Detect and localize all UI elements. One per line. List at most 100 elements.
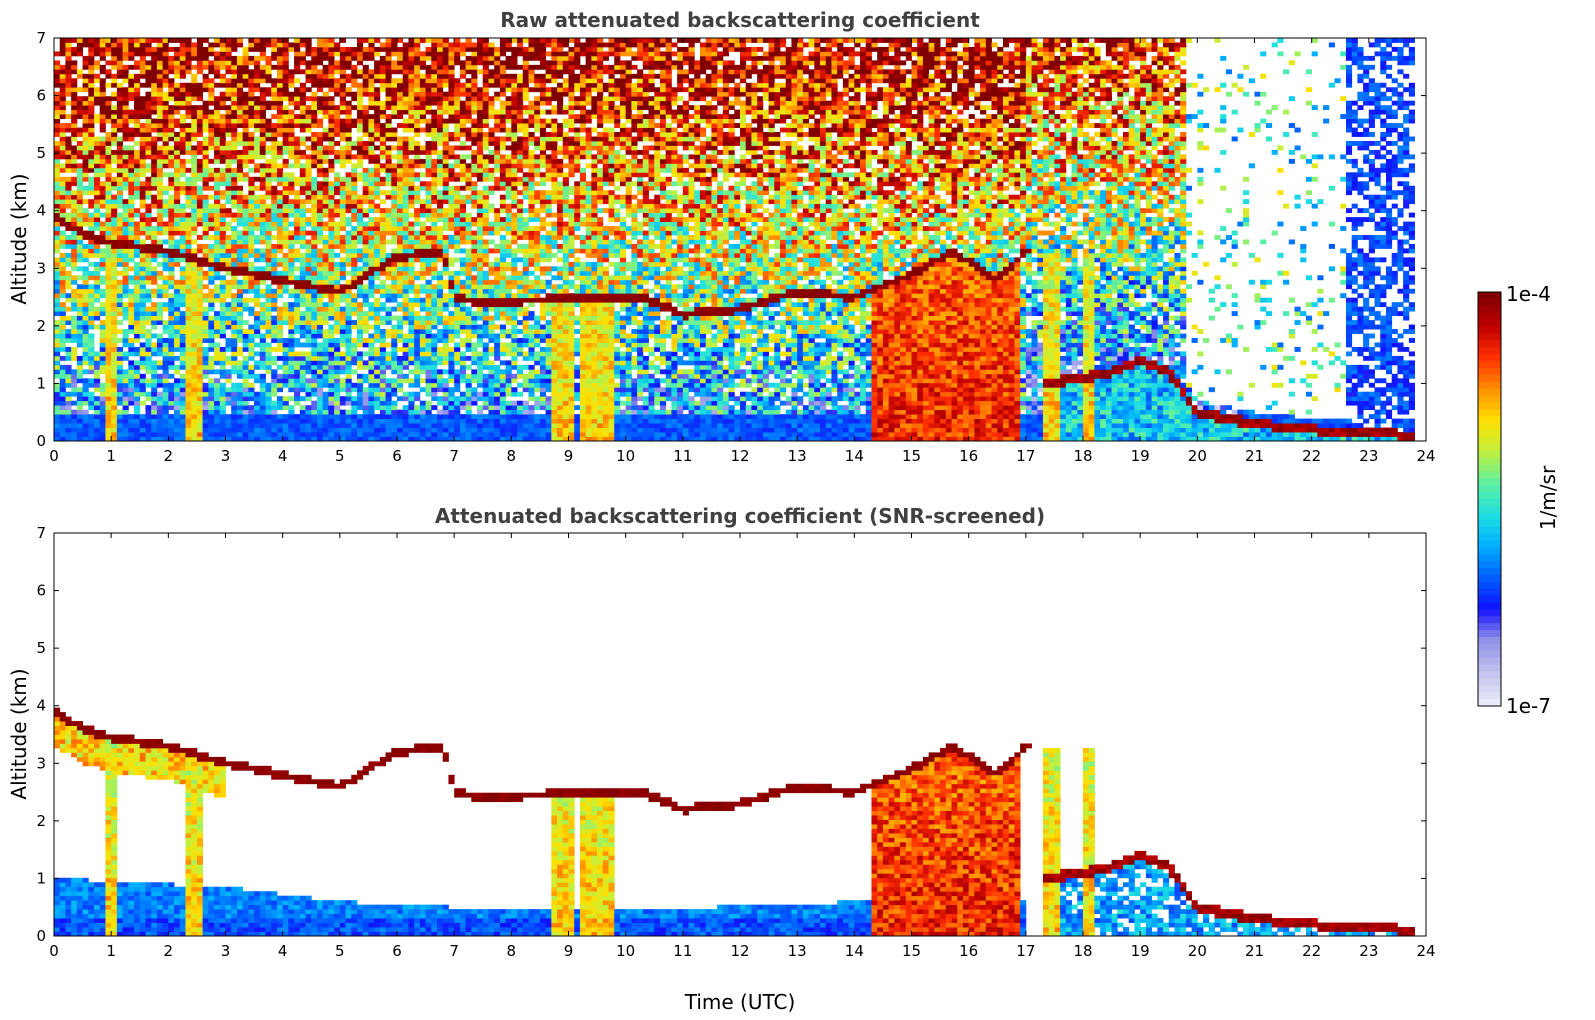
heatmap-cell [328,221,335,227]
heatmap-cell [65,55,72,61]
heatmap-cell [54,270,61,276]
heatmap-cell [105,270,112,276]
heatmap-cell [408,181,415,187]
heatmap-cell [242,226,249,231]
heatmap-cell [94,163,101,169]
heatmap-cell [356,136,364,142]
heatmap-cell [242,302,249,308]
heatmap-cell [145,432,152,437]
heatmap-cell [134,252,141,258]
heatmap-cell [362,181,369,187]
heatmap-cell [196,109,204,115]
heatmap-cell [414,373,421,379]
heatmap-cell [76,73,83,79]
heatmap-cell [282,226,289,231]
heatmap-cell [111,64,118,70]
heatmap-cell [311,387,318,393]
heatmap-cell [208,212,215,218]
heatmap-cell [196,427,204,433]
heatmap-cell [122,73,129,79]
heatmap-cell [248,346,255,352]
heatmap-cell [379,436,386,442]
heatmap-cell [71,302,78,308]
heatmap-cell [59,82,66,88]
heatmap-cell [242,123,249,128]
heatmap-cell [219,230,226,236]
heatmap-cell [339,199,346,205]
heatmap-cell [105,239,112,245]
heatmap-cell [196,387,204,393]
heatmap-cell [305,270,312,276]
heatmap-cell [219,154,226,160]
heatmap-cell [368,275,375,281]
heatmap-cell [139,297,146,303]
heatmap-cell [356,266,364,272]
heatmap-cell [374,288,381,294]
heatmap-cell [379,46,386,52]
heatmap-cell [231,364,238,370]
heatmap-cell [385,46,392,52]
heatmap-cell [59,64,66,70]
heatmap-cell [134,73,141,79]
heatmap-cell [299,55,306,61]
heatmap-cell [311,235,318,240]
heatmap-cell [397,123,404,128]
heatmap-cell [397,329,404,334]
heatmap-cell [134,405,141,411]
heatmap-cell [191,145,198,151]
heatmap-cell [385,423,392,428]
heatmap-cell [345,230,352,236]
heatmap-cell [391,355,398,361]
heatmap-cell [71,266,78,272]
heatmap-cell [82,279,89,285]
heatmap-cell [311,248,318,254]
heatmap-cell [305,387,312,393]
heatmap-cell [356,342,364,348]
heatmap-cell [305,87,312,93]
heatmap-cell [316,55,324,61]
heatmap-cell [265,190,272,196]
heatmap-cell [374,38,381,43]
heatmap-cell [156,226,164,231]
heatmap-cell [299,127,306,133]
heatmap-cell [248,409,255,415]
heatmap-cell [196,105,204,111]
heatmap-cell [351,123,358,128]
heatmap-cell [202,140,209,146]
heatmap-cell [156,414,164,420]
heatmap-cell [65,38,72,43]
heatmap-cell [351,176,358,182]
heatmap-cell [288,364,295,370]
heatmap-cell [76,176,83,182]
heatmap-cell [151,387,158,393]
heatmap-cell [334,78,341,84]
heatmap-cell [105,109,112,115]
heatmap-cell [231,252,238,258]
heatmap-cell [185,436,192,442]
heatmap-cell [105,118,112,124]
heatmap-cell [116,154,123,160]
heatmap-cell [311,324,318,330]
heatmap-cell [351,436,358,442]
heatmap-cell [391,167,398,173]
heatmap-cell [94,243,101,249]
heatmap-cell [54,279,61,285]
heatmap-cell [94,42,101,48]
heatmap-cell [214,320,221,325]
heatmap-cell [242,391,249,397]
heatmap-cell [174,436,181,442]
heatmap-cell [265,217,272,222]
heatmap-cell [385,378,392,384]
heatmap-cell [305,217,312,222]
heatmap-cell [54,324,61,330]
heatmap-cell [59,145,66,151]
heatmap-cell [368,149,375,155]
heatmap-cell [254,400,261,406]
heatmap-cell [99,158,106,164]
heatmap-cell [414,351,421,357]
heatmap-cell [219,158,226,164]
heatmap-cell [219,284,226,290]
heatmap-cell [294,217,301,222]
heatmap-cell [174,414,181,420]
heatmap-cell [236,346,244,352]
